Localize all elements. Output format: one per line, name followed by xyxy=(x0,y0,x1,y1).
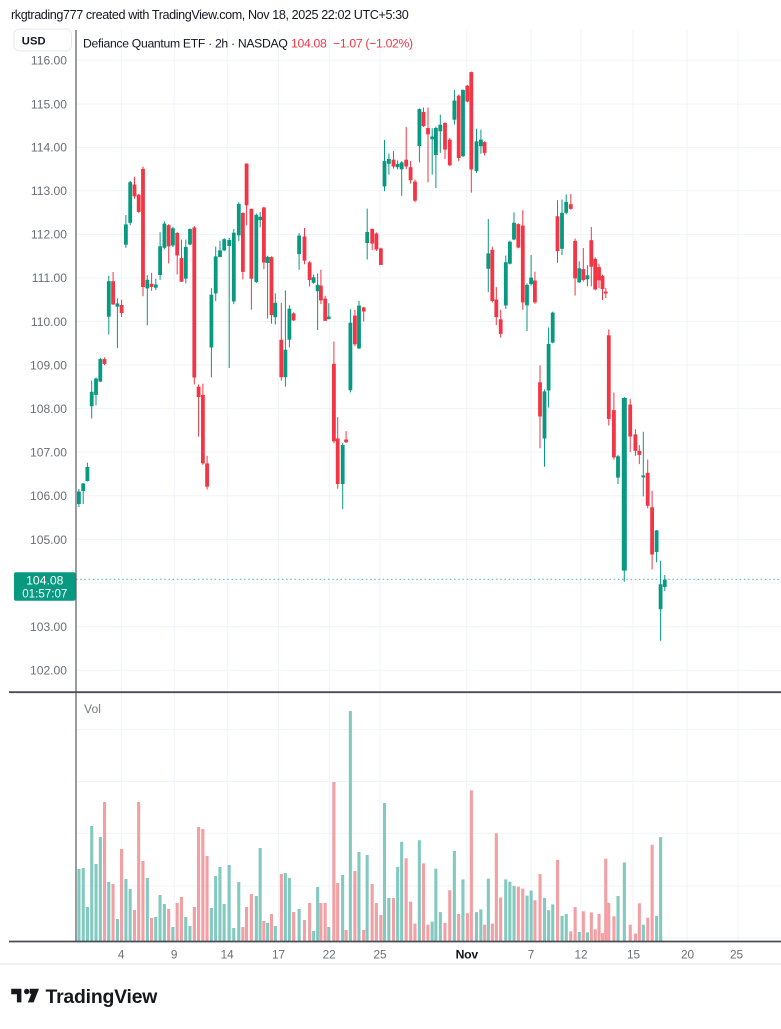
svg-text:22: 22 xyxy=(323,948,336,962)
svg-text:102.00: 102.00 xyxy=(30,664,67,678)
svg-text:104.08: 104.08 xyxy=(26,574,63,588)
svg-text:Defiance Quantum ETF · 2h · NA: Defiance Quantum ETF · 2h · NASDAQ xyxy=(83,37,288,51)
svg-text:25: 25 xyxy=(730,948,744,962)
svg-text:rkgtrading777 created with Tra: rkgtrading777 created with TradingView.c… xyxy=(11,8,409,22)
svg-text:12: 12 xyxy=(574,948,587,962)
svg-text:106.00: 106.00 xyxy=(30,489,67,503)
svg-text:111.00: 111.00 xyxy=(32,271,67,285)
svg-text:15: 15 xyxy=(627,948,641,962)
svg-text:104.08: 104.08 xyxy=(291,37,327,51)
svg-text:20: 20 xyxy=(681,948,695,962)
svg-text:113.00: 113.00 xyxy=(31,184,67,198)
svg-text:112.00: 112.00 xyxy=(31,228,67,242)
svg-text:114.00: 114.00 xyxy=(31,141,67,155)
svg-text:USD: USD xyxy=(22,35,46,47)
svg-text:7: 7 xyxy=(528,948,535,962)
svg-text:105.00: 105.00 xyxy=(30,533,67,547)
svg-text:25: 25 xyxy=(373,948,387,962)
svg-text:9: 9 xyxy=(171,948,178,962)
svg-text:109.00: 109.00 xyxy=(30,358,67,372)
svg-text:108.00: 108.00 xyxy=(30,402,67,416)
svg-text:103.00: 103.00 xyxy=(30,620,67,634)
svg-text:115.00: 115.00 xyxy=(31,97,67,111)
svg-text:4: 4 xyxy=(118,948,125,962)
svg-text:TradingView: TradingView xyxy=(46,986,159,1008)
svg-text:Nov: Nov xyxy=(456,948,479,962)
svg-text:116.00: 116.00 xyxy=(31,54,67,68)
svg-text:14: 14 xyxy=(221,948,235,962)
svg-text:Vol: Vol xyxy=(84,702,101,716)
svg-text:17: 17 xyxy=(272,948,285,962)
svg-text:−1.07 (−1.02%): −1.07 (−1.02%) xyxy=(333,37,413,51)
svg-text:107.00: 107.00 xyxy=(30,445,67,459)
svg-text:01:57:07: 01:57:07 xyxy=(22,587,67,600)
svg-text:110.00: 110.00 xyxy=(31,315,67,329)
